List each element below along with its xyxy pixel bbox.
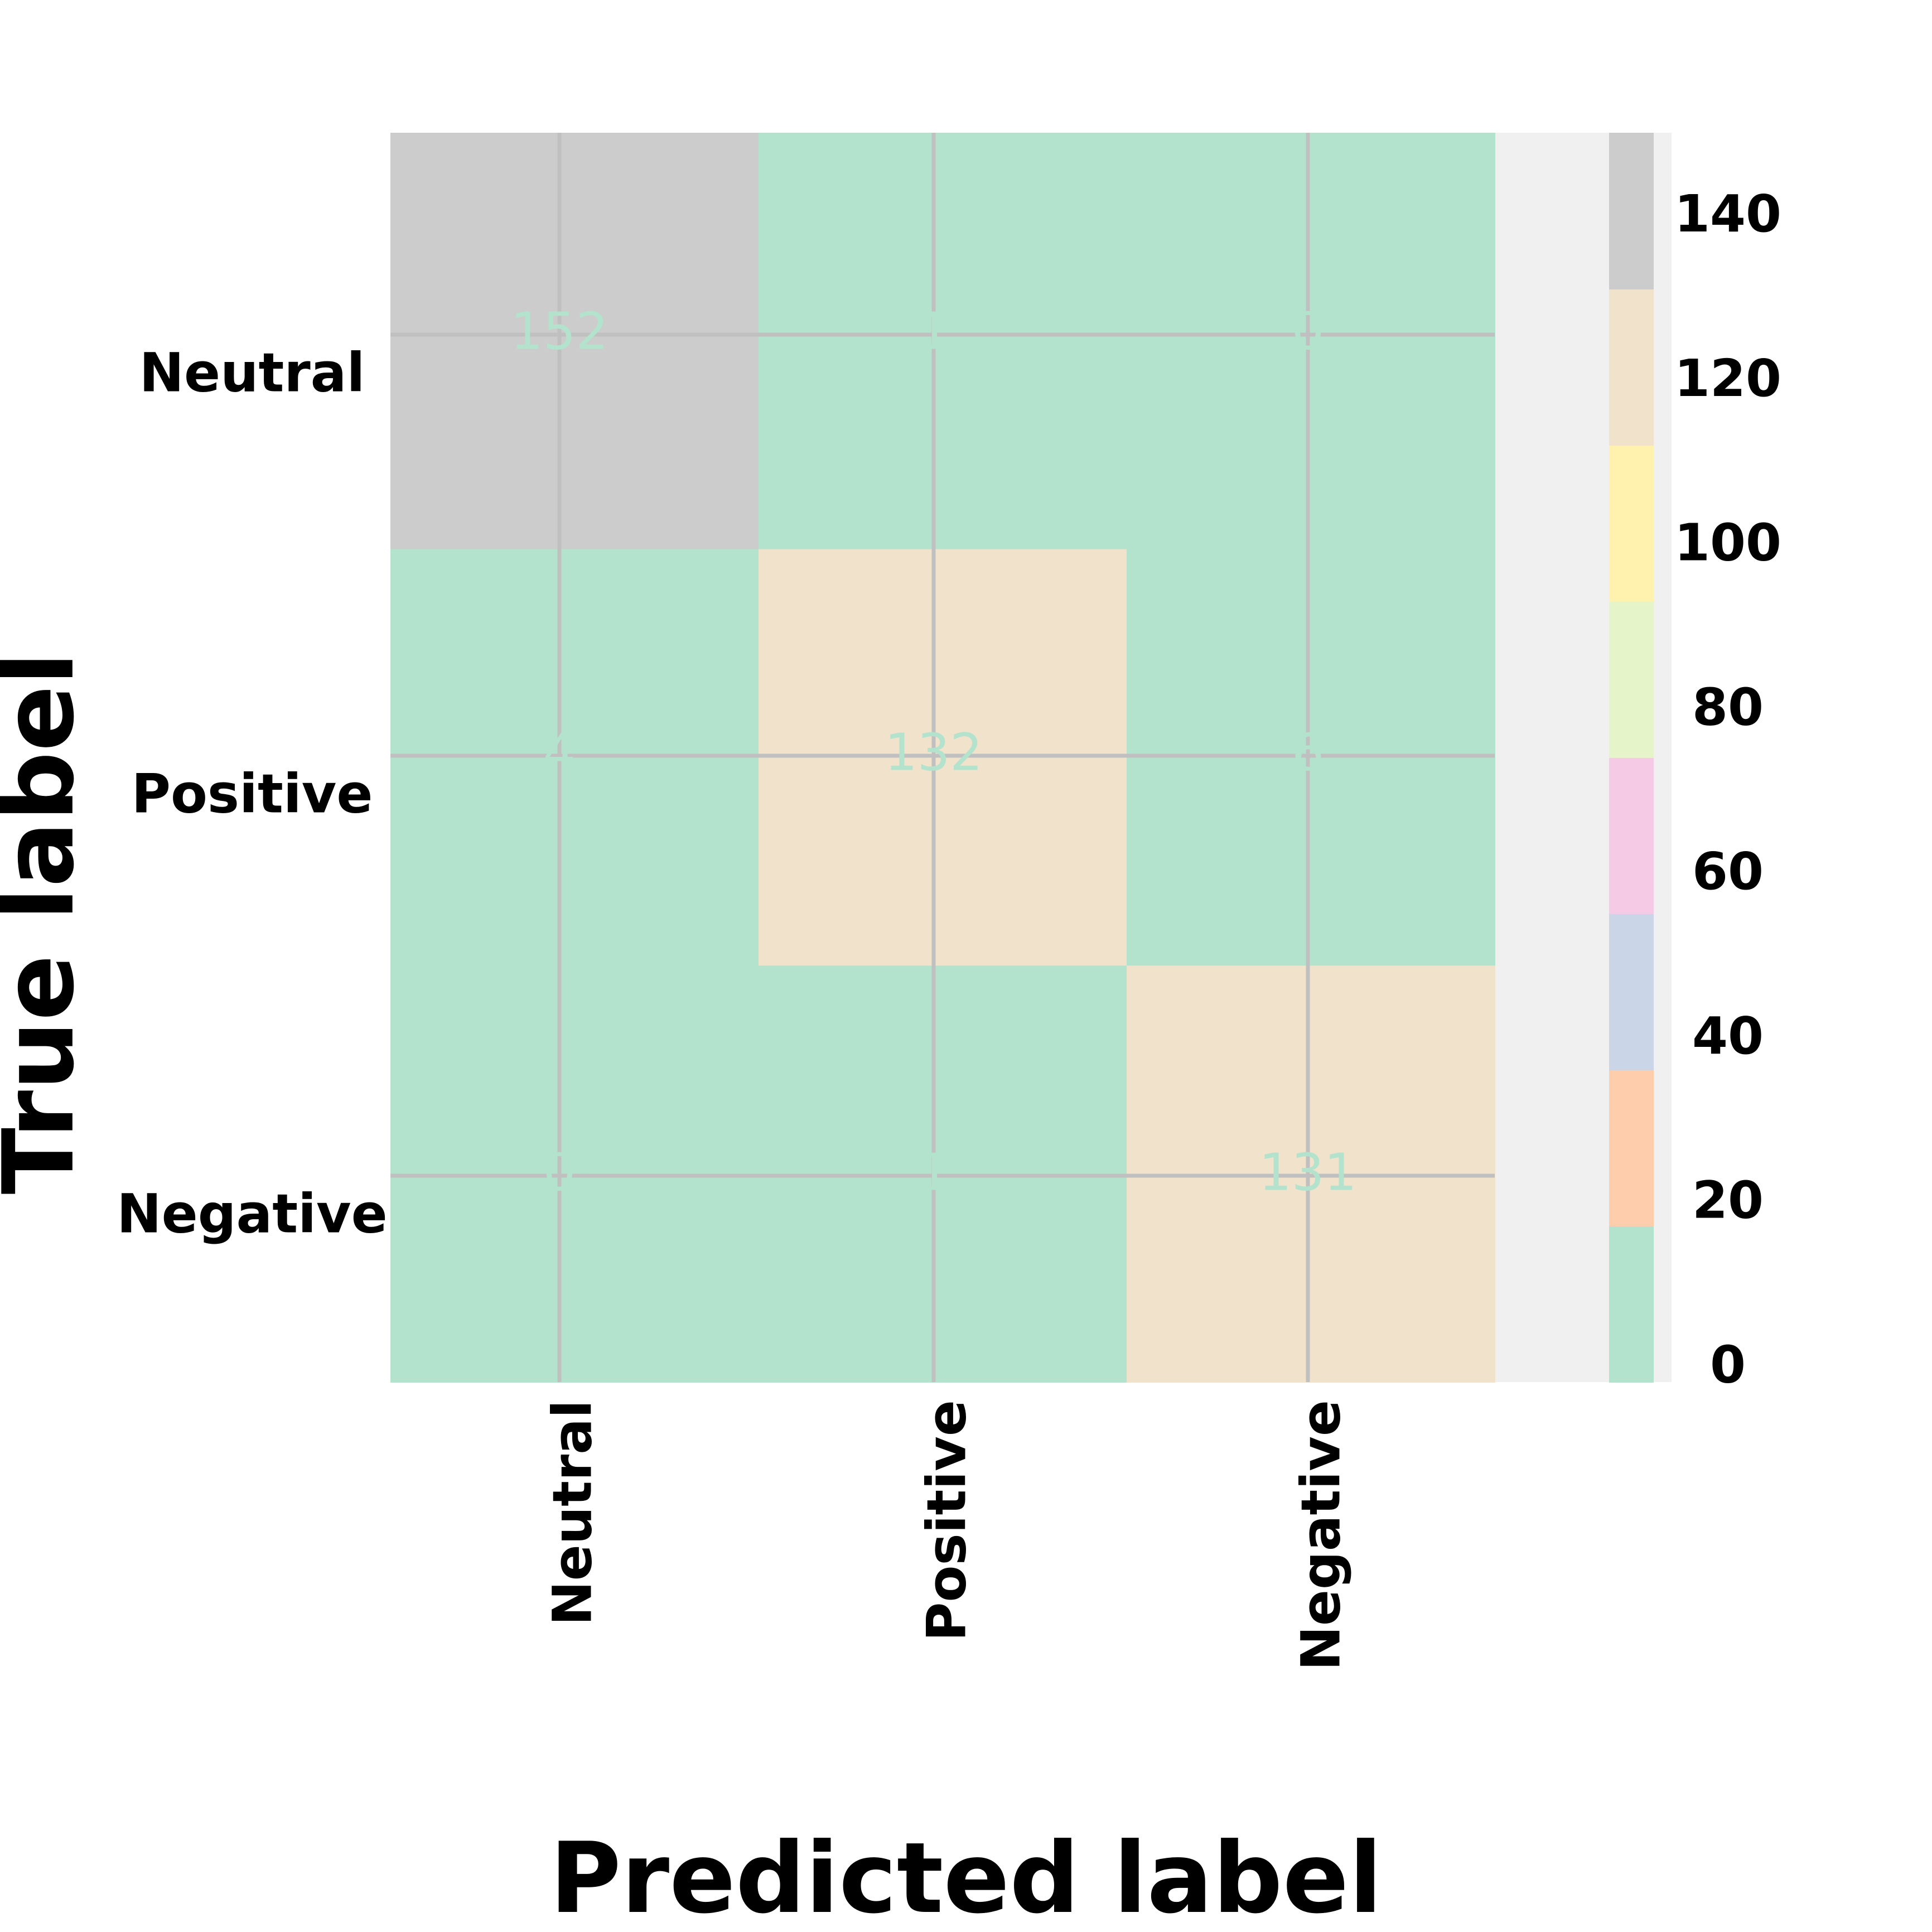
colorbar-tick-label: 40 <box>1692 1006 1764 1066</box>
cell-value-label: 0 <box>1292 301 1325 361</box>
cell-value-label: 1 <box>917 1142 950 1202</box>
colorbar-segment <box>1609 601 1654 758</box>
heatmap-cell <box>1127 133 1495 550</box>
cell-value-label: 1 <box>917 301 950 361</box>
x-tick-label: Neutral <box>541 1400 603 1626</box>
colorbar-tick-label: 80 <box>1692 677 1764 737</box>
y-tick-label: Neutral <box>139 341 365 404</box>
colorbar-segment <box>1609 1226 1654 1383</box>
colorbar-tick-label: 100 <box>1674 513 1781 573</box>
colorbar-segment <box>1609 133 1654 289</box>
colorbar: 0 20 40 60 80 100 120 140 <box>1609 133 1781 1394</box>
colorbar-segment <box>1609 289 1654 446</box>
colorbar-segment <box>1609 757 1654 914</box>
gridlines <box>390 133 1495 1382</box>
y-tick-label: Negative <box>117 1182 387 1245</box>
x-tick-label: Negative <box>1289 1400 1352 1670</box>
cell-value-label: 0 <box>543 1142 576 1202</box>
x-tick-label: Positive <box>915 1400 978 1641</box>
colorbar-tick-label: 120 <box>1674 349 1781 408</box>
heatmap-cell <box>759 133 1127 550</box>
colorbar-tick-label: 140 <box>1674 184 1781 244</box>
colorbar-segment <box>1609 1070 1654 1226</box>
cell-value-label: 6 <box>1292 722 1325 782</box>
cell-value-label: 152 <box>510 301 608 361</box>
x-axis-label: Predicted label <box>550 1822 1383 1932</box>
y-axis-label: True label <box>0 652 96 1195</box>
heatmap-cell <box>390 133 759 550</box>
colorbar-tick-label: 60 <box>1692 842 1764 901</box>
cell-value-label: 4 <box>543 722 576 782</box>
cell-value-label: 132 <box>885 722 983 782</box>
colorbar-segment <box>1609 445 1654 602</box>
y-tick-labels: Neutral Positive Negative <box>117 341 387 1245</box>
cell-value-label: 131 <box>1259 1142 1357 1202</box>
colorbar-tick-label: 0 <box>1710 1335 1746 1394</box>
colorbar-tick-label: 20 <box>1692 1171 1764 1230</box>
y-tick-label: Positive <box>132 762 373 825</box>
x-tick-labels: Neutral Positive Negative <box>541 1400 1352 1670</box>
cell-value-labels: 152 1 0 4 132 6 0 1 131 <box>510 301 1357 1202</box>
colorbar-segment <box>1609 914 1654 1070</box>
